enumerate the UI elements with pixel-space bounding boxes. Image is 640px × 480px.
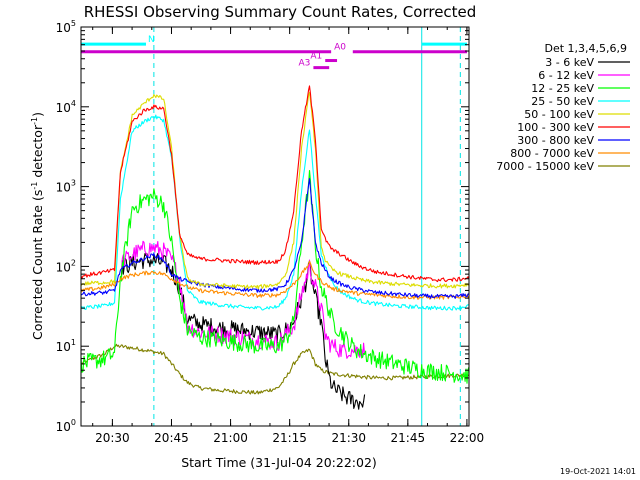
- legend-label-4: 50 - 100 keV: [524, 108, 594, 121]
- y-tick-label-5: 105: [56, 19, 76, 35]
- x-tick-label-6: 22:00: [450, 431, 485, 445]
- legend-label-2: 12 - 25 keV: [531, 82, 594, 95]
- y-tick-label-3: 103: [56, 179, 76, 195]
- y-axis-label-main: Corrected Count Rate (s: [30, 190, 45, 340]
- x-tick-label-2: 21:00: [213, 431, 248, 445]
- bar-label-A0: A0: [334, 43, 346, 53]
- chart-title: RHESSI Observing Summary Count Rates, Co…: [84, 3, 477, 21]
- x-tick-label-4: 21:30: [331, 431, 366, 445]
- y-axis-ticks: 100 101 102 103 104 105: [56, 19, 469, 434]
- legend-label-8: 7000 - 15000 keV: [496, 160, 594, 173]
- x-tick-label-0: 20:30: [95, 431, 130, 445]
- y-tick-label-2: 102: [56, 258, 76, 274]
- x-tick-label-3: 21:15: [272, 431, 307, 445]
- series-line-1: [120, 240, 366, 359]
- series-lines: [81, 85, 469, 410]
- x-axis-label: Start Time (31-Jul-04 20:22:02): [181, 455, 377, 470]
- y-tick-label-0: 100: [56, 418, 76, 434]
- legend-title: Det 1,3,4,5,6,9: [544, 42, 627, 55]
- x-tick-label-1: 20:45: [154, 431, 189, 445]
- y-axis-label: Corrected Count Rate (s-1 detector-1): [30, 112, 45, 340]
- x-tick-label-5: 21:45: [391, 431, 426, 445]
- bar-label-N: N: [148, 35, 155, 45]
- legend-label-5: 100 - 300 keV: [517, 121, 594, 134]
- series-line-3: [81, 114, 469, 311]
- x-axis-ticks: 20:30 20:45 21:00 21:15 21:30 21:45 22:00: [92, 27, 485, 445]
- render-timestamp: 19-Oct-2021 14:01: [560, 467, 636, 476]
- plot-frame: [80, 26, 470, 427]
- legend-label-3: 25 - 50 keV: [531, 95, 594, 108]
- series-line-5: [81, 85, 469, 283]
- series-line-4: [81, 91, 469, 290]
- y-tick-label-4: 104: [56, 99, 76, 115]
- legend-label-6: 300 - 800 keV: [517, 134, 594, 147]
- legend-label-0: 3 - 6 keV: [545, 56, 594, 69]
- time-markers: [153, 27, 461, 426]
- bar-label-A3: A3: [299, 59, 311, 69]
- series-line-6: [81, 177, 469, 299]
- legend-label-1: 6 - 12 keV: [538, 69, 594, 82]
- y-axis-label-exp1: -1: [30, 182, 39, 190]
- y-axis-label-end: ): [30, 112, 45, 117]
- series-line-7: [81, 260, 469, 300]
- bar-label-A1: A1: [310, 52, 322, 62]
- legend-label-7: 800 - 7000 keV: [510, 147, 594, 160]
- y-tick-label-1: 101: [56, 338, 76, 354]
- series-line-8: [81, 343, 469, 395]
- y-axis-label-exp2: -1: [30, 117, 39, 125]
- y-axis-label-mid: detector: [30, 124, 45, 182]
- series-line-2: [81, 169, 469, 384]
